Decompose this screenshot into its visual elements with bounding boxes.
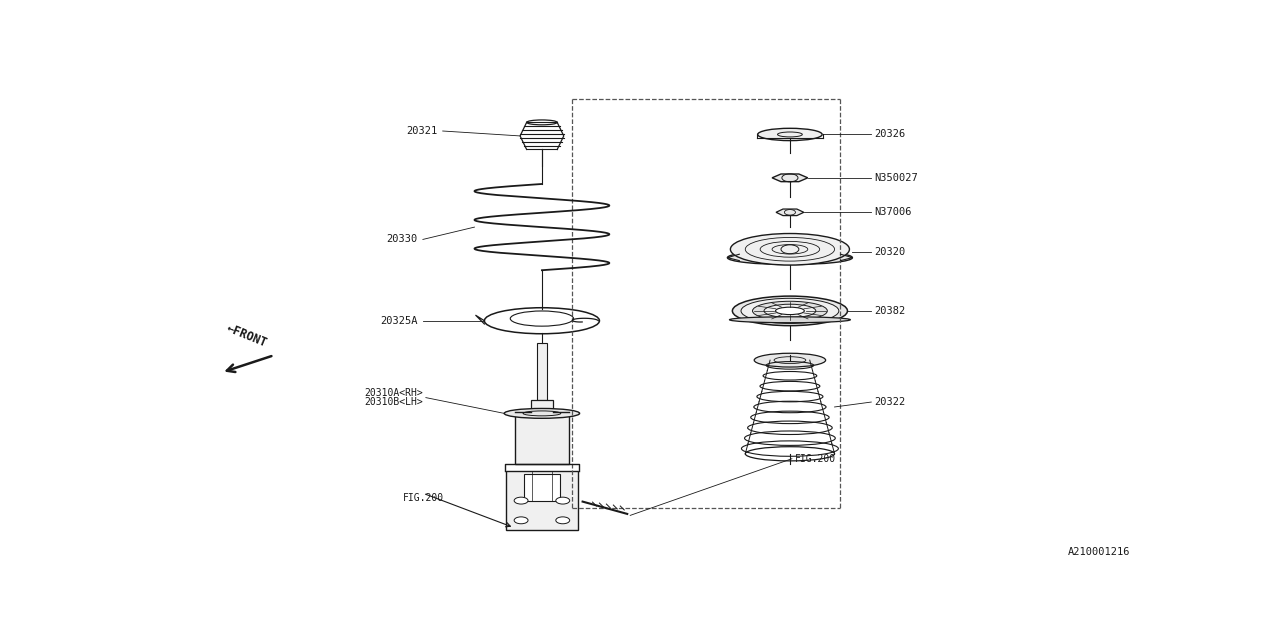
Bar	[524, 474, 559, 500]
Text: 20310B<LH>: 20310B<LH>	[364, 397, 422, 407]
Text: 20326: 20326	[874, 129, 905, 140]
Text: 20330: 20330	[387, 234, 417, 244]
Polygon shape	[772, 174, 808, 182]
Text: 20321: 20321	[407, 126, 438, 136]
Bar	[538, 343, 547, 399]
Text: FIG.200: FIG.200	[403, 493, 444, 503]
Ellipse shape	[730, 317, 850, 323]
Ellipse shape	[727, 251, 852, 264]
Ellipse shape	[758, 128, 822, 141]
Ellipse shape	[731, 234, 850, 265]
Text: 20325A: 20325A	[380, 316, 417, 326]
Ellipse shape	[754, 353, 826, 367]
Bar	[531, 399, 553, 412]
Circle shape	[556, 517, 570, 524]
Text: ←FRONT: ←FRONT	[224, 321, 269, 349]
Ellipse shape	[504, 408, 580, 419]
Circle shape	[515, 497, 529, 504]
Text: A210001216: A210001216	[1068, 547, 1130, 557]
Ellipse shape	[753, 301, 827, 321]
Text: 20320: 20320	[874, 247, 905, 257]
Bar	[515, 412, 570, 463]
Ellipse shape	[776, 307, 804, 315]
Bar	[506, 471, 577, 530]
Circle shape	[515, 517, 529, 524]
Text: 20310A<RH>: 20310A<RH>	[364, 388, 422, 398]
Polygon shape	[776, 209, 804, 216]
Ellipse shape	[732, 296, 847, 326]
Text: N350027: N350027	[874, 173, 918, 183]
Text: 20322: 20322	[874, 397, 905, 407]
Text: 20382: 20382	[874, 306, 905, 316]
Text: N37006: N37006	[874, 207, 911, 218]
Ellipse shape	[741, 298, 838, 323]
Ellipse shape	[764, 304, 815, 317]
Circle shape	[556, 497, 570, 504]
Text: FIG.200: FIG.200	[795, 454, 836, 464]
